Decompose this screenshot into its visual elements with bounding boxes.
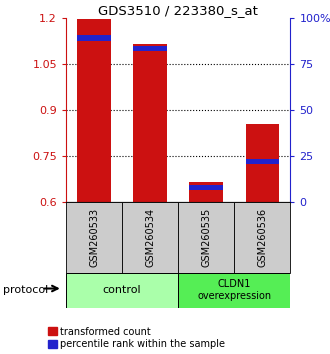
Bar	[189, 182, 223, 202]
Text: GSM260535: GSM260535	[201, 207, 211, 267]
Bar	[66, 273, 178, 308]
Bar	[122, 202, 178, 273]
Text: control: control	[103, 285, 142, 295]
Bar	[66, 202, 122, 273]
Bar	[246, 124, 279, 202]
Text: GSM260536: GSM260536	[257, 207, 267, 267]
Bar	[77, 19, 111, 202]
Bar	[234, 202, 290, 273]
Bar	[178, 202, 234, 273]
Text: protocol: protocol	[3, 285, 49, 295]
Bar	[133, 46, 167, 51]
Text: GSM260534: GSM260534	[145, 207, 155, 267]
Bar	[178, 273, 290, 308]
Text: GSM260533: GSM260533	[89, 207, 99, 267]
Bar	[77, 35, 111, 41]
Bar	[246, 159, 279, 164]
Title: GDS3510 / 223380_s_at: GDS3510 / 223380_s_at	[98, 4, 258, 17]
Bar	[189, 185, 223, 190]
Legend: transformed count, percentile rank within the sample: transformed count, percentile rank withi…	[48, 327, 225, 349]
Text: CLDN1
overexpression: CLDN1 overexpression	[197, 279, 271, 301]
Bar	[133, 44, 167, 202]
